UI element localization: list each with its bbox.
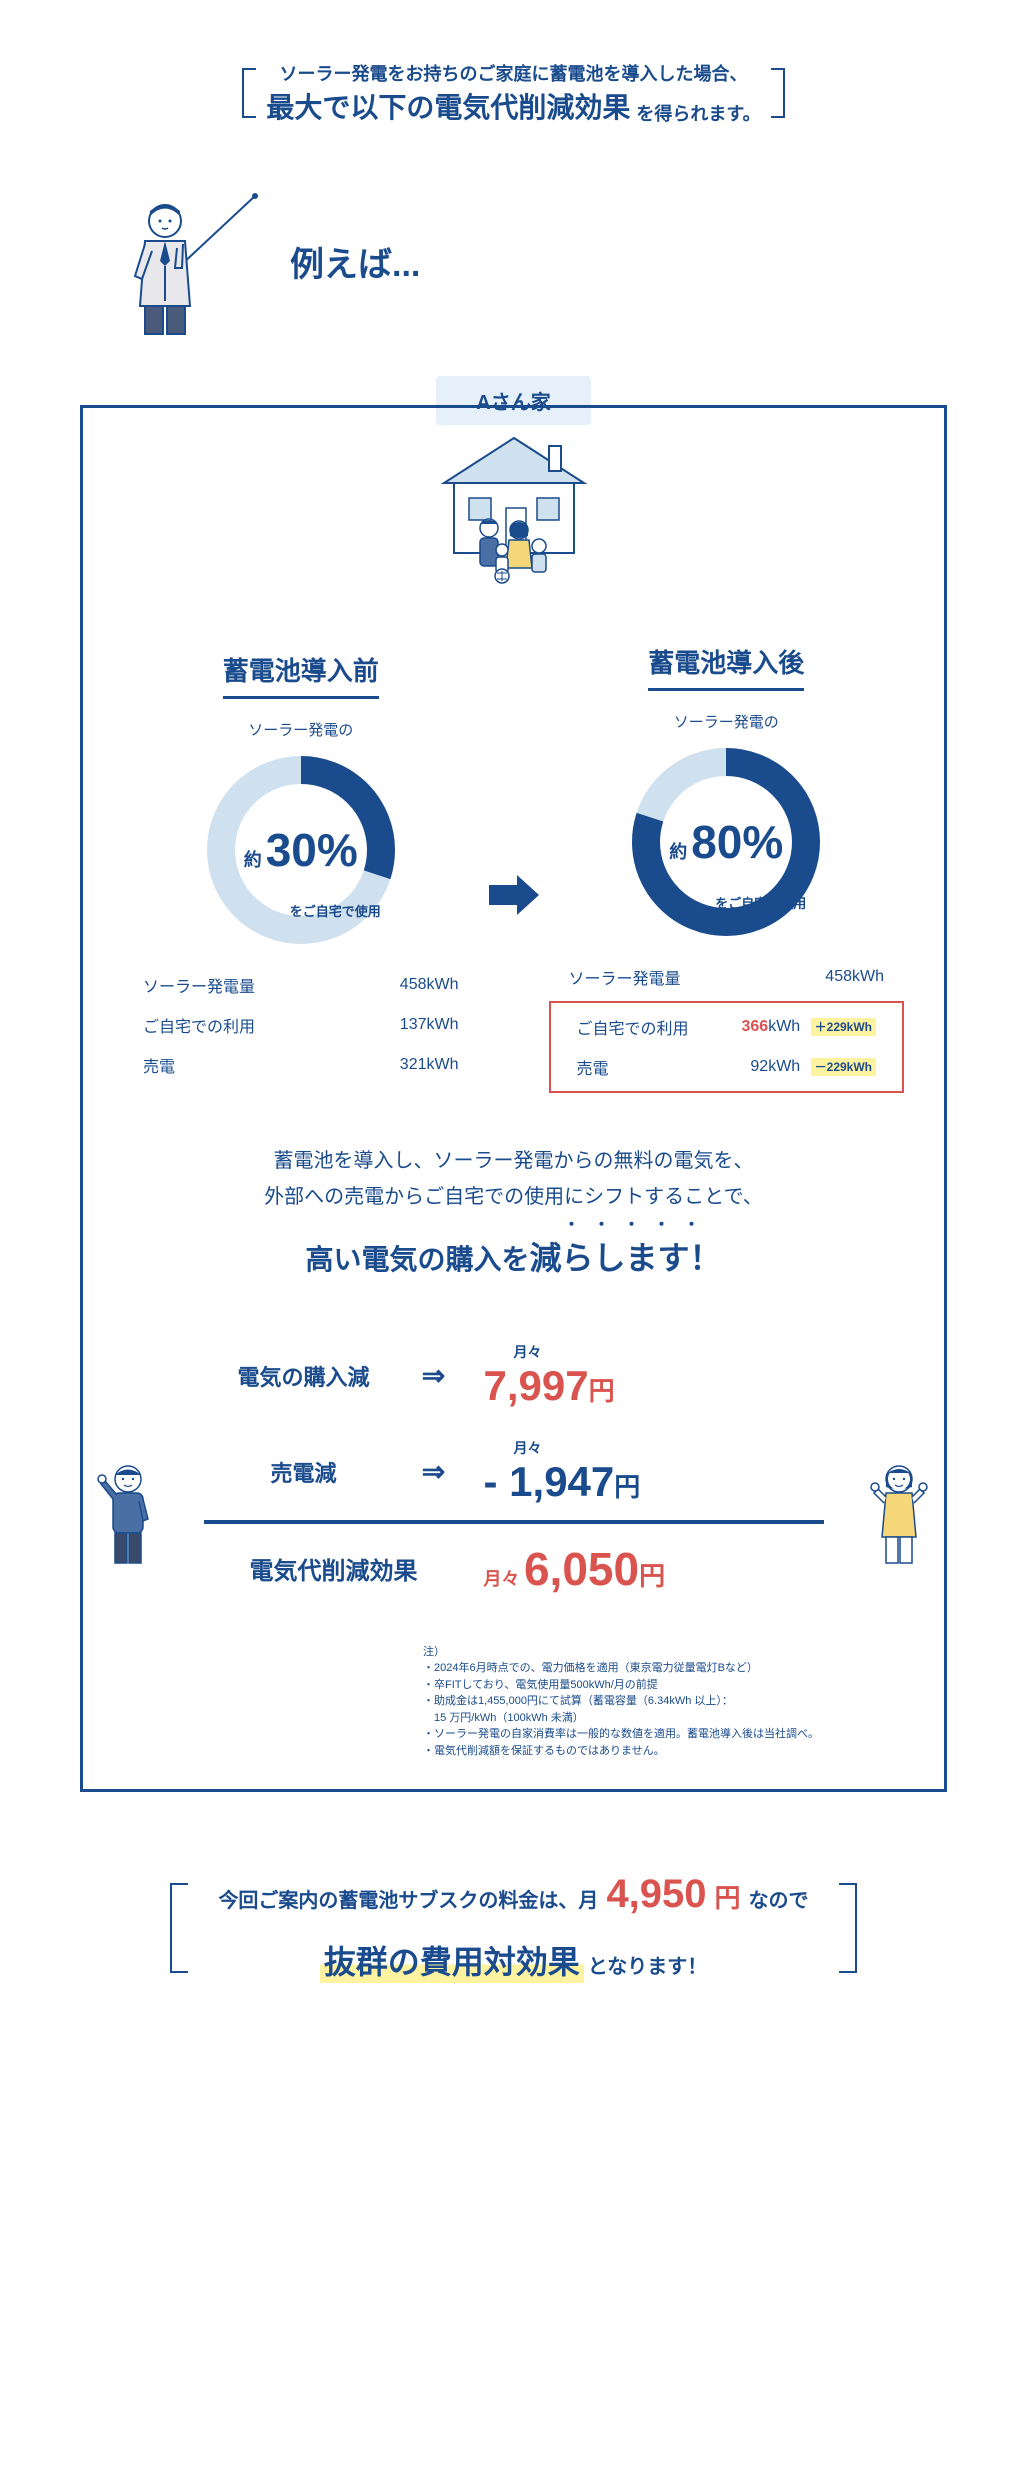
after-row3-delta: －229kWh [811, 1058, 876, 1076]
explain-line3-pre: 高い電気の購入を [305, 1244, 529, 1275]
after-row2-val: 366 [741, 1018, 768, 1035]
bracket-left [242, 68, 256, 118]
footer-price: 4,950 [606, 1872, 706, 1917]
footer-block: 今回ご案内の蓄電池サブスクの料金は、月 4,950円 なので 抜群の費用対効果 … [80, 1872, 947, 1983]
after-row1-val: 458kWh [825, 968, 884, 986]
before-row1-label: ソーラー発電量 [143, 973, 255, 997]
calc-monthly-1: 月々 [514, 1342, 824, 1362]
after-highlight-box: ご自宅での利用 366kWh ＋229kWh 売電 92kWh －229kWh [549, 1001, 905, 1093]
arrow-icon [479, 869, 549, 927]
before-row2-val: 137kWh [400, 1016, 459, 1034]
person-left-icon [93, 1459, 163, 1574]
notes-block: 注） ・2024年6月時点での、電力価格を適用（東京電力従量電灯Bなど） ・卒F… [423, 1644, 904, 1760]
before-sub: ソーラー発電の [123, 719, 479, 740]
notes-header: 注） [423, 1644, 904, 1661]
after-sub: ソーラー発電の [549, 711, 905, 732]
after-row2-unit: kWh [768, 1018, 800, 1035]
explain-block: 蓄電池を導入し、ソーラー発電からの無料の電気を、 外部への売電からご自宅での使用… [123, 1143, 904, 1288]
notes-line-1: ・卒FITしており、電気使用量500kWh/月の前提 [423, 1677, 904, 1694]
footer-line1-suf: なので [749, 1884, 809, 1913]
after-usage-text: をご自宅で使用 [715, 893, 806, 912]
before-pct: 30% [266, 827, 358, 873]
bracket-right [771, 68, 785, 118]
example-label: 例えば... [290, 237, 420, 286]
before-row3-label: 売電 [143, 1053, 175, 1077]
calc-monthly-2: 月々 [514, 1438, 824, 1458]
after-row3-unit: kWh [768, 1058, 800, 1075]
presenter-icon [120, 186, 260, 336]
calc-yen-3: 円 [639, 1561, 665, 1591]
before-row2-label: ご自宅での利用 [143, 1013, 255, 1037]
header-suffix: を得られます。 [636, 100, 760, 126]
calc-arrow-1: ⇒ [404, 1359, 464, 1392]
footer-bracket-left [170, 1883, 188, 1973]
calc-yen-1: 円 [589, 1376, 615, 1406]
header-block: ソーラー発電をお持ちのご家庭に蓄電池を導入した場合、 最大で以下の電気代削減効果… [80, 60, 947, 126]
before-title: 蓄電池導入前 [223, 651, 379, 699]
calc-row1-value: 7,997 [484, 1362, 589, 1409]
before-donut: 約 30% をご自宅で使用 [201, 750, 401, 950]
before-approx: 約 [244, 846, 262, 872]
before-row1-val: 458kWh [400, 976, 459, 994]
after-row3-label: 売電 [577, 1055, 609, 1079]
emphasis-dots: ・・・・・ [564, 1212, 714, 1241]
calc-row1-label: 電気の購入減 [204, 1360, 404, 1392]
calc-result-value: 6,050 [524, 1543, 639, 1595]
before-column: 蓄電池導入前 ソーラー発電の 約 30% をご自宅で使用 [123, 651, 479, 1085]
person-right-icon [864, 1459, 934, 1574]
notes-line-3: 15 万円/kWh（100kWh 未満） [423, 1710, 904, 1727]
footer-emphasis: 抜群の費用対効果 [320, 1937, 584, 1983]
after-title: 蓄電池導入後 [648, 643, 804, 691]
footer-yen: 円 [715, 1878, 741, 1915]
footer-line2-suf: となります！ [588, 1950, 707, 1979]
after-pct: 80% [691, 819, 783, 865]
header-line1: ソーラー発電をお持ちのご家庭に蓄電池を導入した場合、 [266, 60, 760, 86]
header-emphasis: 最大で以下の電気代削減効果 [266, 86, 630, 126]
after-data: ソーラー発電量458kWh ご自宅での利用 366kWh ＋229kWh 売電 [549, 957, 905, 1093]
calc-monthly-3: 月々 [484, 1569, 520, 1589]
notes-line-5: ・電気代削減額を保証するものではありません。 [423, 1743, 904, 1760]
before-usage-text: をご自宅で使用 [290, 901, 381, 920]
notes-line-2: ・助成金は1,455,000円にて試算（蓄電容量（6.34kWh 以上）： [423, 1693, 904, 1710]
footer-line1-pre: 今回ご案内の蓄電池サブスクの料金は、月 [218, 1884, 598, 1913]
explain-line2: 外部への売電からご自宅での使用にシフトすることで、 [123, 1179, 904, 1215]
comparison-block: 蓄電池導入前 ソーラー発電の 約 30% をご自宅で使用 [123, 643, 904, 1093]
after-approx: 約 [669, 838, 687, 864]
calc-row2-prefix: - [484, 1458, 498, 1505]
notes-line-0: ・2024年6月時点での、電力価格を適用（東京電力従量電灯Bなど） [423, 1660, 904, 1677]
after-row1-label: ソーラー発電量 [569, 965, 681, 989]
main-box: 蓄電池導入前 ソーラー発電の 約 30% をご自宅で使用 [80, 405, 947, 1792]
calc-row2-value: 1,947 [509, 1458, 614, 1505]
explain-line1: 蓄電池を導入し、ソーラー発電からの無料の電気を、 [123, 1143, 904, 1179]
notes-line-4: ・ソーラー発電の自家消費率は一般的な数値を適用。蓄電池導入後は当社調べ。 [423, 1726, 904, 1743]
after-row2-label: ご自宅での利用 [577, 1015, 689, 1039]
explain-line3-em: 減らします！ [530, 1240, 722, 1276]
calc-table: 電気の購入減 ⇒ 月々 7,997円 売電減 ⇒ 月々 - 1,947円 [204, 1328, 824, 1614]
example-section: 例えば... [120, 186, 947, 336]
after-row3-val: 92 [750, 1058, 768, 1075]
calc-result-label: 電気代削減効果 [204, 1551, 464, 1586]
before-data: ソーラー発電量 458kWh ご自宅での利用 137kWh 売電 321kWh [123, 965, 479, 1085]
calc-yen-2: 円 [614, 1472, 640, 1502]
after-donut: 約 80% をご自宅で使用 [626, 742, 826, 942]
after-row2-delta: ＋229kWh [811, 1018, 876, 1036]
after-column: 蓄電池導入後 ソーラー発電の 約 80% をご自宅で使用 [549, 643, 905, 1093]
calc-arrow-2: ⇒ [404, 1455, 464, 1488]
footer-bracket-right [839, 1883, 857, 1973]
before-row3-val: 321kWh [400, 1056, 459, 1074]
house-family-icon [404, 428, 624, 593]
calc-row2-label: 売電減 [204, 1456, 404, 1488]
